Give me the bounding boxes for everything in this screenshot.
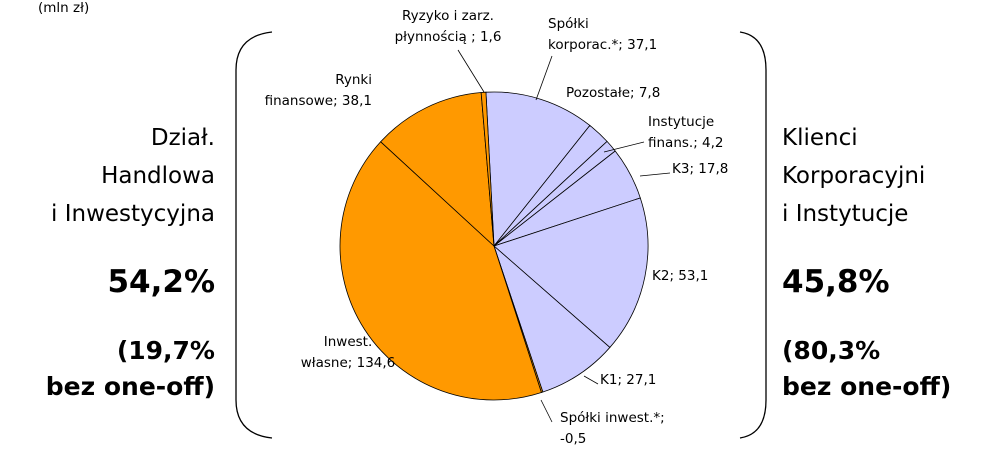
pie-slice: [493, 197, 649, 349]
right-bracket: [739, 31, 767, 439]
slice-label: płynnością ; 1,6: [395, 29, 502, 45]
slice-label: Pozostałe; 7,8: [566, 85, 660, 101]
leader-line: [457, 49, 485, 93]
group-note: bez one-off): [782, 372, 951, 401]
slice-label: Inwest.: [324, 334, 373, 350]
slice-label: K2; 53,1: [652, 268, 708, 284]
left-bracket: [235, 31, 273, 439]
slice-label: Spółki: [548, 16, 589, 32]
slice-label: własne; 134,6: [301, 355, 396, 371]
leader-line: [583, 375, 599, 385]
pie-slice: [480, 91, 495, 247]
slice-label: -0,5: [560, 431, 586, 447]
slice-label: K3; 17,8: [672, 161, 728, 177]
group-share: 54,2%: [107, 264, 215, 300]
group-label: Dział.: [151, 125, 215, 151]
leader-line: [535, 55, 553, 101]
group-note: bez one-off): [46, 372, 215, 401]
slice-label: Ryzyko i zarz.: [402, 8, 494, 24]
slice-label: finansowe; 38,1: [265, 93, 372, 109]
pie-slice: [380, 92, 495, 247]
slice-label: korporac.*; 37,1: [548, 37, 657, 53]
group-label: Handlowa: [101, 163, 215, 189]
unit-label: (mln zł): [38, 0, 89, 16]
leader-line: [540, 399, 553, 423]
group-share: 45,8%: [782, 264, 890, 300]
slice-label: Rynki: [335, 72, 372, 88]
slice-label: Spółki inwest.*;: [560, 410, 665, 426]
group-note: (19,7%: [117, 336, 215, 365]
leader-line: [639, 172, 671, 177]
pie-slice: [485, 91, 591, 248]
slice-label: finans.; 4,2: [648, 135, 724, 151]
group-label: Korporacyjni: [782, 163, 925, 189]
group-label: i Instytucje: [782, 201, 908, 227]
pie-slice: [339, 141, 542, 401]
group-label: Klienci: [782, 125, 858, 151]
group-label: i Inwestycyjna: [51, 201, 215, 227]
slice-label: K1; 27,1: [600, 372, 656, 388]
slice-label: Instytucje: [648, 114, 714, 130]
leader-line: [603, 141, 645, 153]
group-note: (80,3%: [782, 336, 880, 365]
